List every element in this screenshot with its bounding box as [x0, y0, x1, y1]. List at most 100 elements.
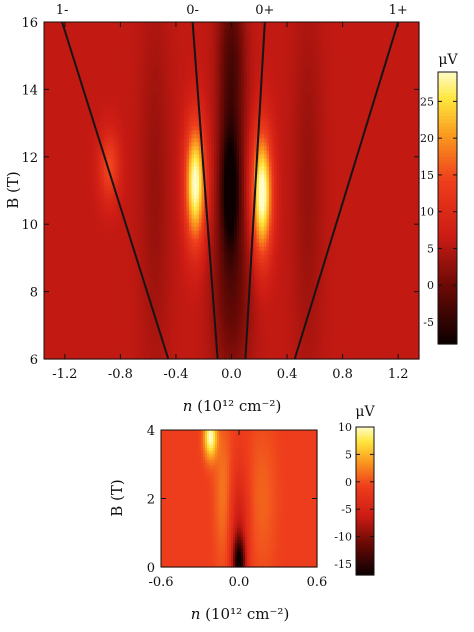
heatmap-cell	[274, 126, 278, 131]
heatmap-cell	[54, 114, 58, 119]
heatmap-cell	[84, 38, 88, 43]
heatmap-cell	[201, 62, 205, 67]
heatmap-cell	[149, 26, 153, 31]
heatmap-cell	[294, 138, 298, 143]
heatmap-cell	[171, 54, 175, 59]
heatmap-cell	[126, 110, 130, 115]
heatmap-cell	[121, 34, 125, 39]
heatmap-cell	[216, 50, 220, 55]
heatmap-cell	[231, 78, 235, 83]
heatmap-cell	[366, 38, 370, 43]
heatmap-cell	[236, 94, 240, 99]
heatmap-cell	[401, 106, 405, 111]
heatmap-cell	[94, 122, 98, 127]
heatmap-cell	[271, 54, 275, 59]
heatmap-cell	[294, 150, 298, 155]
heatmap-cell	[281, 126, 285, 131]
heatmap-cell	[94, 130, 98, 135]
heatmap-cell	[69, 130, 73, 135]
heatmap-cell	[224, 42, 228, 47]
heatmap-cell	[229, 66, 233, 71]
heatmap-cell	[344, 86, 348, 91]
heatmap-cell	[404, 150, 408, 155]
heatmap-cell	[184, 98, 188, 103]
heatmap-cell	[134, 122, 138, 127]
heatmap-cell	[374, 82, 378, 87]
heatmap-cell	[204, 30, 208, 35]
heatmap-cell	[209, 74, 213, 79]
heatmap-cell	[306, 70, 310, 75]
heatmap-cell	[84, 150, 88, 155]
heatmap-cell	[289, 38, 293, 43]
heatmap-cell	[221, 122, 225, 127]
heatmap-cell	[311, 22, 315, 27]
heatmap-cell	[226, 66, 230, 71]
heatmap-cell	[129, 42, 133, 47]
heatmap-cell	[394, 70, 398, 75]
heatmap-cell	[231, 110, 235, 115]
heatmap-cell	[71, 122, 75, 127]
heatmap-cell	[174, 62, 178, 67]
heatmap-cell	[281, 54, 285, 59]
heatmap-cell	[234, 134, 238, 139]
heatmap-cell	[209, 122, 213, 127]
heatmap-cell	[314, 38, 318, 43]
heatmap-cell	[304, 102, 308, 107]
heatmap-cell	[176, 118, 180, 123]
heatmap-cell	[226, 90, 230, 95]
heatmap-cell	[331, 66, 335, 71]
heatmap-cell	[351, 62, 355, 67]
heatmap-cell	[84, 82, 88, 87]
heatmap-cell	[166, 146, 170, 151]
heatmap-cell	[289, 42, 293, 47]
heatmap-cell	[316, 114, 320, 119]
heatmap-cell	[191, 114, 195, 119]
heatmap-cell	[206, 126, 210, 131]
heatmap-cell	[191, 82, 195, 87]
heatmap-cell	[71, 126, 75, 131]
heatmap-cell	[264, 86, 268, 91]
heatmap-cell	[261, 142, 265, 147]
heatmap-cell	[416, 110, 420, 115]
heatmap-cell	[194, 98, 198, 103]
heatmap-cell	[286, 138, 290, 143]
heatmap-cell	[346, 30, 350, 35]
heatmap-cell	[126, 54, 130, 59]
heatmap-cell	[386, 78, 390, 83]
heatmap-cell	[286, 82, 290, 87]
heatmap-cell	[379, 150, 383, 155]
heatmap-cell	[409, 146, 413, 151]
heatmap-cell	[411, 66, 415, 71]
heatmap-cell	[211, 30, 215, 35]
heatmap-cell	[44, 58, 48, 63]
heatmap-cell	[226, 42, 230, 47]
heatmap-cell	[269, 46, 273, 51]
heatmap-cell	[214, 74, 218, 79]
heatmap-cell	[226, 134, 230, 139]
heatmap-cell	[326, 30, 330, 35]
heatmap-cell	[366, 74, 370, 79]
heatmap-cell	[364, 138, 368, 143]
heatmap-cell	[316, 90, 320, 95]
heatmap-cell	[371, 58, 375, 63]
heatmap-cell	[221, 110, 225, 115]
heatmap-cell	[264, 146, 268, 151]
heatmap-cell	[159, 102, 163, 107]
heatmap-cell	[251, 146, 255, 151]
heatmap-cell	[206, 82, 210, 87]
heatmap-cell	[299, 78, 303, 83]
heatmap-cell	[324, 110, 328, 115]
heatmap-cell	[56, 98, 60, 103]
heatmap-cell	[374, 70, 378, 75]
heatmap-cell	[401, 86, 405, 91]
heatmap-cell	[131, 50, 135, 55]
heatmap-cell	[126, 22, 130, 27]
heatmap-cell	[224, 26, 228, 31]
heatmap-cell	[319, 22, 323, 27]
heatmap-cell	[241, 58, 245, 63]
heatmap-cell	[86, 82, 90, 87]
heatmap-cell	[106, 142, 110, 147]
heatmap-cell	[281, 138, 285, 143]
heatmap-cell	[354, 26, 358, 31]
heatmap-cell	[301, 42, 305, 47]
